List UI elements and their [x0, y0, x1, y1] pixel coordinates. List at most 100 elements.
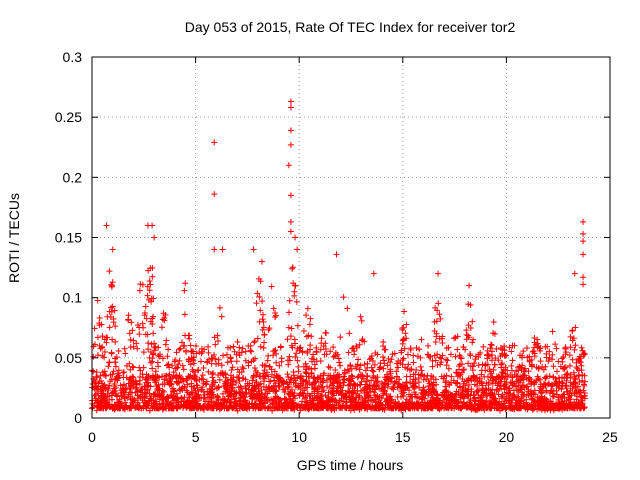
data-point [565, 396, 572, 403]
data-point [302, 369, 309, 376]
data-point [499, 374, 506, 381]
data-point [272, 388, 279, 395]
data-point [387, 359, 394, 366]
data-point [284, 405, 291, 412]
data-point [269, 407, 276, 414]
data-point [161, 373, 168, 380]
data-point [245, 362, 252, 369]
data-point [233, 358, 240, 365]
data-point [321, 351, 328, 358]
data-point [407, 345, 414, 352]
data-point [144, 292, 151, 299]
data-point [569, 337, 576, 344]
data-point [580, 351, 587, 358]
data-point [476, 378, 483, 385]
data-point [262, 390, 269, 397]
data-point [165, 346, 172, 353]
data-point [215, 356, 222, 363]
data-point [187, 372, 194, 379]
data-point [425, 390, 432, 397]
data-point [434, 307, 441, 314]
data-point [112, 384, 119, 391]
data-point [146, 278, 153, 284]
data-point [264, 405, 271, 412]
data-point [129, 327, 136, 334]
data-point [211, 351, 218, 358]
data-point [176, 386, 183, 393]
data-point [387, 378, 394, 385]
data-point [538, 395, 545, 402]
data-point [534, 373, 541, 380]
data-point [111, 406, 118, 413]
data-point [188, 398, 195, 405]
data-point [130, 343, 137, 350]
data-point [304, 305, 311, 312]
data-point [445, 344, 452, 351]
data-point [193, 350, 200, 357]
data-point [251, 365, 258, 372]
data-point [325, 389, 332, 396]
data-point [112, 323, 119, 330]
data-point [453, 369, 460, 376]
data-point [229, 364, 236, 371]
data-point [559, 355, 566, 362]
data-point [490, 366, 497, 373]
y-tick-label: 0.15 [55, 230, 82, 246]
data-point [134, 403, 141, 410]
y-axis-label: ROTI / TECUs [6, 193, 22, 283]
data-point [136, 287, 143, 294]
data-point [98, 344, 105, 351]
data-point [277, 377, 284, 384]
data-point [318, 383, 325, 390]
data-point [145, 373, 152, 380]
data-point [429, 382, 436, 389]
data-point [251, 338, 258, 345]
data-point [436, 406, 443, 413]
data-point [211, 139, 218, 146]
data-point [372, 396, 379, 403]
data-point [369, 367, 376, 374]
data-point [438, 335, 445, 342]
data-point [212, 341, 219, 348]
data-point [127, 382, 134, 389]
data-point [511, 380, 518, 387]
data-point [128, 319, 135, 326]
data-point [139, 281, 146, 288]
data-point [581, 378, 588, 385]
data-point [455, 402, 462, 409]
data-point [493, 387, 500, 394]
data-point [322, 392, 329, 399]
data-point [428, 405, 435, 412]
data-point [159, 387, 166, 394]
data-point [110, 368, 117, 375]
data-point [145, 340, 152, 347]
data-point [332, 367, 339, 374]
data-point [146, 407, 153, 414]
data-point [327, 364, 334, 371]
data-point [575, 400, 582, 407]
axis-ticks: 0 5 10 15 20 25 0 0.05 0.1 0.15 0.2 0.25 0.3 [55, 49, 618, 445]
data-point [248, 358, 255, 365]
data-point [427, 404, 434, 411]
data-point [99, 333, 106, 340]
data-point [276, 362, 283, 369]
data-point [401, 308, 408, 315]
data-point [120, 374, 127, 381]
data-point [285, 162, 292, 169]
data-point [469, 339, 476, 346]
data-point [122, 406, 129, 413]
data-point [320, 343, 327, 350]
data-point [562, 344, 569, 351]
data-point [99, 369, 106, 376]
data-point [455, 389, 462, 396]
data-point [108, 304, 115, 311]
data-point [488, 348, 495, 355]
data-point [304, 348, 311, 355]
data-point [537, 389, 544, 396]
data-point [130, 374, 137, 381]
data-point [306, 321, 313, 328]
data-point [227, 354, 234, 361]
data-point [219, 369, 226, 376]
data-point [561, 391, 568, 398]
data-point [406, 399, 413, 406]
